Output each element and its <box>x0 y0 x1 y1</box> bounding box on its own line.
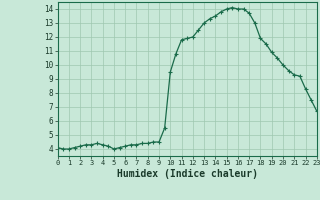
X-axis label: Humidex (Indice chaleur): Humidex (Indice chaleur) <box>117 169 258 179</box>
